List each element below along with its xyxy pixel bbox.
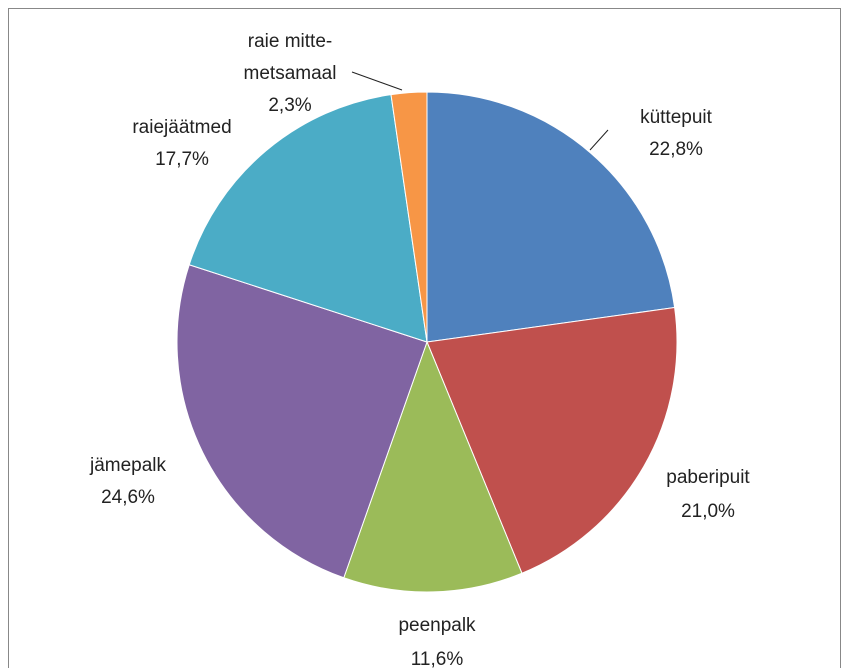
pie-slice [426, 91, 676, 343]
leader-line [589, 129, 609, 151]
leader-line [351, 71, 403, 91]
category-label: raiejäätmed [132, 117, 231, 138]
pie-slice [176, 264, 428, 579]
category-label: jämepalk [89, 455, 167, 476]
category-label: raie mitte-metsamaal [244, 31, 337, 84]
category-label: peenpalk [398, 615, 476, 636]
value-label: 17,7% [155, 149, 209, 170]
value-label: 2,3% [268, 95, 311, 116]
value-label: 21,0% [681, 501, 735, 522]
pie-slice [188, 94, 428, 343]
pie-slice [390, 91, 428, 343]
category-label: paberipuit [666, 467, 750, 488]
value-label: 24,6% [101, 487, 155, 508]
value-label: 11,6% [411, 649, 464, 668]
category-label: küttepuit [640, 107, 713, 128]
pie-slice [426, 306, 678, 574]
value-label: 22,8% [649, 139, 703, 160]
pie-slice [343, 340, 523, 593]
